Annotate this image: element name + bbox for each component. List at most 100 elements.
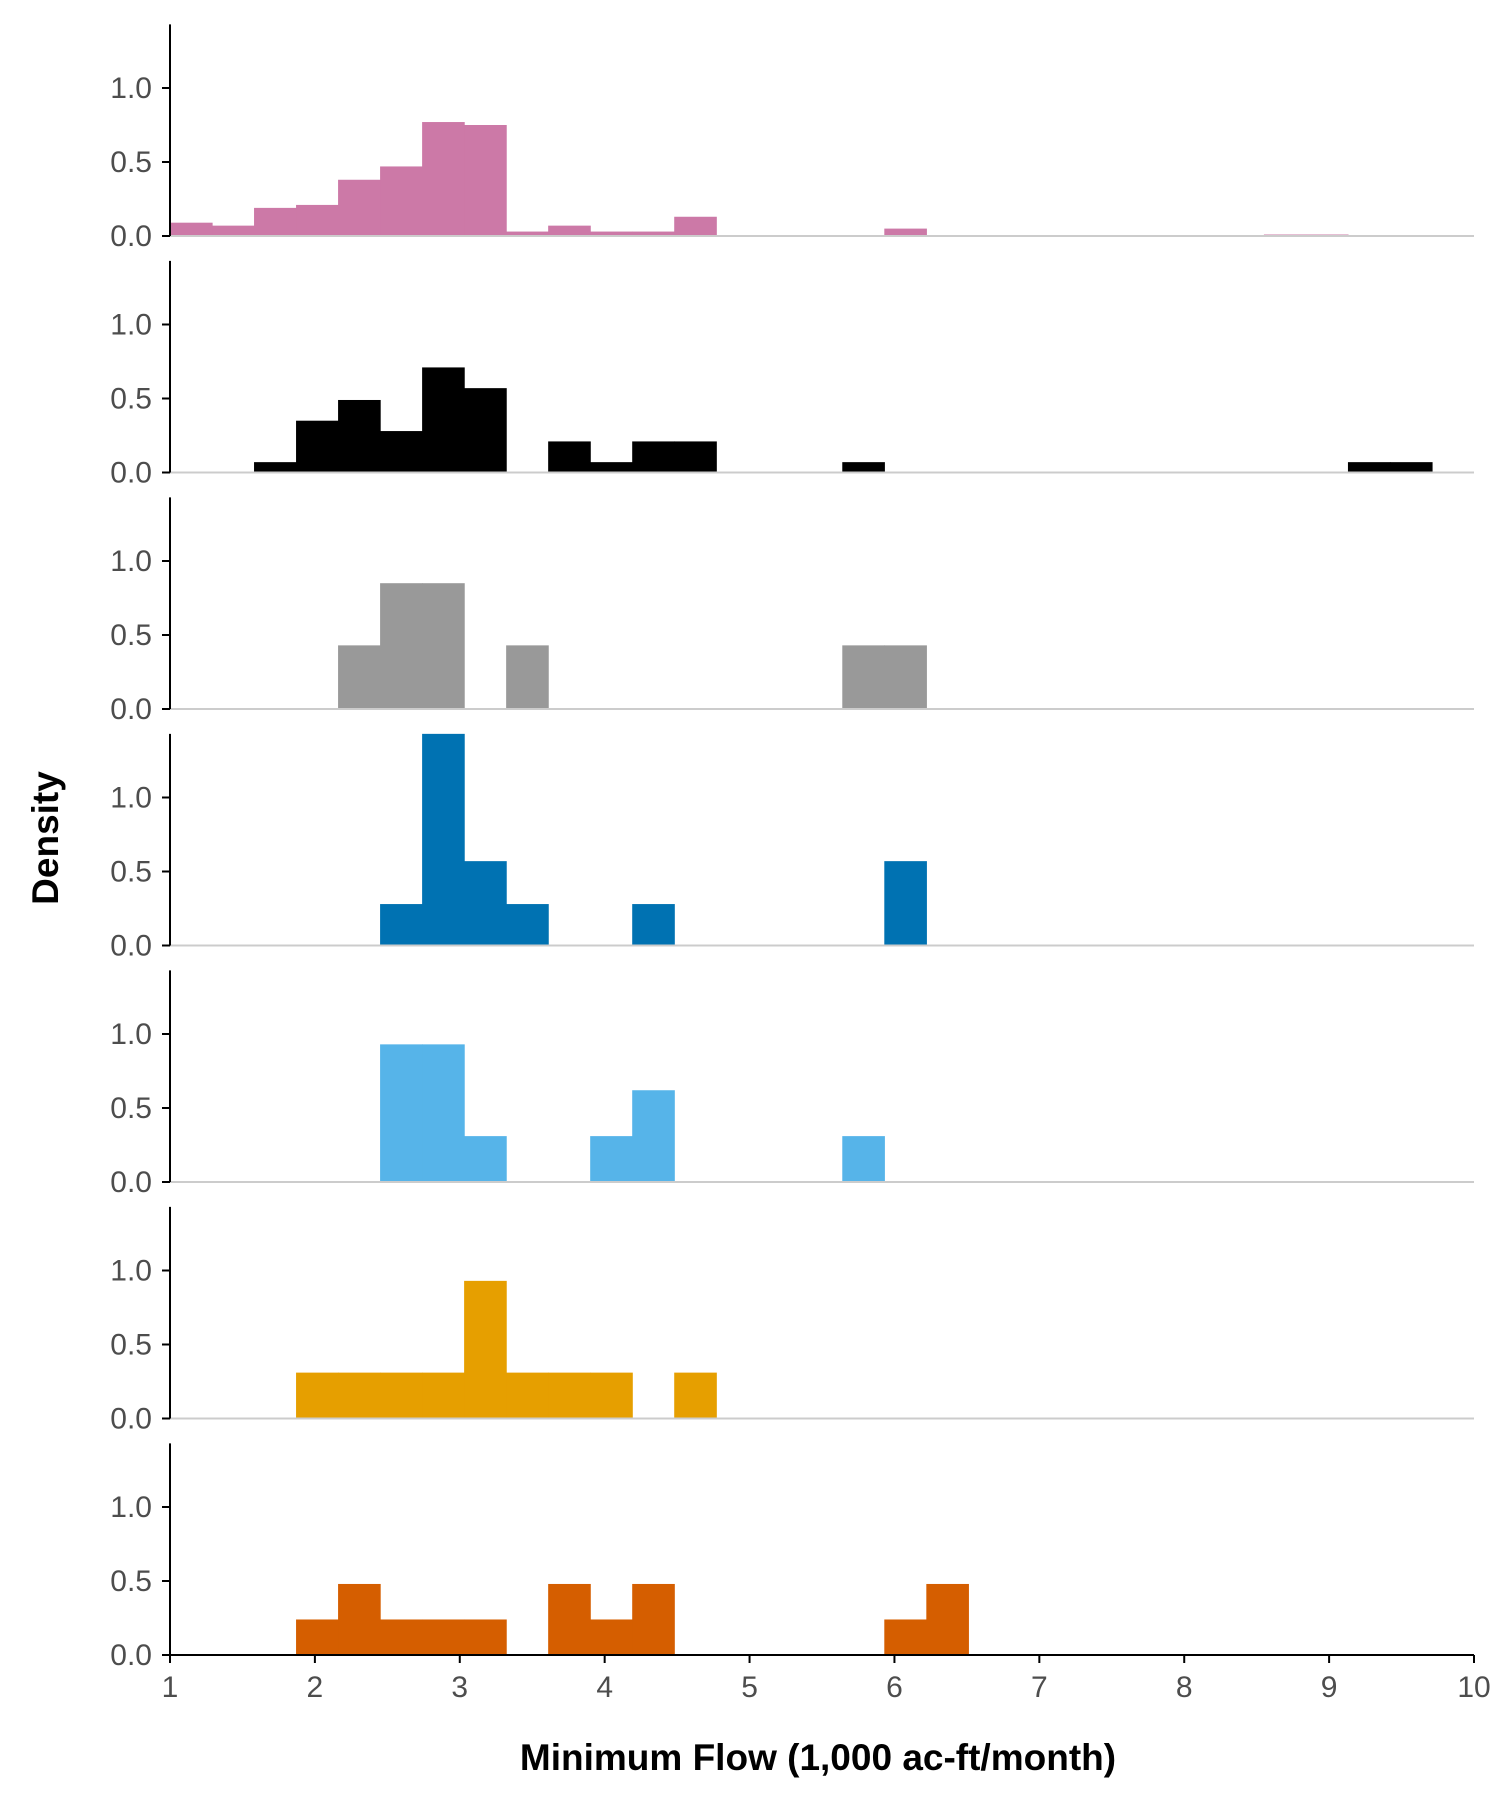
facet-panel-6: 0.0 0.5 1.0: [110, 1206, 1474, 1436]
histogram-bar: [590, 462, 633, 473]
histogram-bar: [254, 462, 297, 473]
histogram-bar: [422, 1044, 465, 1182]
histogram-bar: [842, 645, 885, 709]
histogram-bar: [590, 1136, 633, 1182]
y-tick-label: 0.5: [110, 383, 152, 416]
histogram-bar: [380, 166, 423, 236]
histogram-bar: [1347, 462, 1391, 473]
histogram-bar: [632, 904, 675, 946]
histogram-bar: [632, 231, 675, 236]
x-tick-label: 3: [451, 1671, 468, 1704]
histogram-bar: [296, 204, 339, 236]
y-tick-label: 1.0: [110, 1491, 152, 1524]
y-tick-label: 0.0: [110, 457, 152, 490]
histogram-bar: [170, 222, 213, 236]
histogram-bar: [464, 1136, 507, 1182]
x-tick-label: 2: [307, 1671, 324, 1704]
facet-panel-7: 0.0 0.5 1.0: [110, 1443, 1474, 1672]
y-tick-label: 0.0: [110, 1403, 152, 1436]
x-tick-label: 7: [1031, 1671, 1048, 1704]
histogram-bar: [1389, 462, 1433, 473]
histogram-bar: [884, 861, 927, 946]
histogram-bar: [884, 228, 927, 236]
y-tick-label: 0.0: [110, 220, 152, 253]
x-tick-label: 10: [1457, 1671, 1490, 1704]
histogram-bar: [380, 583, 423, 709]
x-axis: 1 2 3 4 5 6 7 8 9 10: [162, 1654, 1491, 1704]
histogram-bar: [674, 441, 717, 473]
histogram-bar: [464, 1280, 507, 1419]
histogram-bar: [464, 388, 507, 473]
histogram-bar: [842, 1136, 885, 1182]
histogram-bar: [674, 1372, 717, 1419]
histogram-bar: [296, 1619, 339, 1655]
histogram-bar: [422, 1619, 465, 1655]
histogram-bar: [422, 367, 465, 473]
histogram-bar: [422, 733, 465, 946]
facet-panel-3: 0.0 0.5 1.0: [110, 497, 1474, 726]
y-tick-label: 0.5: [110, 146, 152, 179]
histogram-bar: [506, 231, 549, 236]
histogram-bar: [422, 122, 465, 236]
histogram-bar: [548, 1583, 591, 1655]
histogram-bar: [464, 1619, 507, 1655]
histogram-bar: [338, 645, 381, 709]
histogram-bar: [380, 431, 423, 473]
histogram-bar: [422, 1372, 465, 1419]
histogram-bar: [548, 225, 591, 236]
histogram-bar: [842, 462, 885, 473]
histogram-bar: [548, 1372, 591, 1419]
y-tick-label: 0.0: [110, 930, 152, 963]
histogram-bar: [296, 420, 339, 473]
facet-panel-4: 0.0 0.5 1.0: [110, 733, 1474, 963]
facet-panel-1: 0.0 0.5 1.0: [110, 24, 1474, 253]
histogram-bar: [674, 216, 717, 236]
histogram-bar: [884, 1619, 927, 1655]
histogram-bar: [590, 231, 633, 236]
y-tick-label: 0.0: [110, 693, 152, 726]
y-tick-label: 0.5: [110, 1092, 152, 1125]
histogram-bar: [590, 1619, 633, 1655]
y-tick-label: 1.0: [110, 72, 152, 105]
histogram-bar: [380, 1619, 423, 1655]
y-tick-label: 0.5: [110, 1329, 152, 1362]
histogram-bar: [338, 179, 381, 236]
y-tick-label: 0.5: [110, 856, 152, 889]
y-tick-label: 1.0: [110, 1018, 152, 1051]
histogram-bar: [506, 904, 549, 946]
facet-panel-5: 0.0 0.5 1.0: [110, 970, 1474, 1199]
x-tick-label: 9: [1321, 1671, 1338, 1704]
histogram-bar: [338, 1372, 381, 1419]
histogram-bar: [464, 125, 507, 236]
histogram-bar: [506, 1372, 549, 1419]
histogram-bar: [590, 1372, 633, 1419]
histogram-bar: [548, 441, 591, 473]
y-tick-label: 0.0: [110, 1166, 152, 1199]
histogram-bar: [296, 1372, 339, 1419]
x-axis-title: Minimum Flow (1,000 ac-ft/month): [520, 1737, 1116, 1778]
histogram-bar: [338, 399, 381, 473]
histogram-bar: [506, 645, 549, 709]
x-tick-label: 8: [1176, 1671, 1193, 1704]
y-tick-label: 1.0: [110, 782, 152, 815]
x-tick-label: 6: [886, 1671, 903, 1704]
histogram-bar: [464, 861, 507, 946]
histogram-bar: [632, 1583, 675, 1655]
x-tick-label: 1: [162, 1671, 179, 1704]
histogram-bar: [632, 1090, 675, 1182]
y-tick-label: 0.5: [110, 1565, 152, 1598]
x-tick-label: 4: [596, 1671, 613, 1704]
histogram-bar: [884, 645, 927, 709]
y-tick-label: 1.0: [110, 1255, 152, 1288]
histogram-bar: [632, 441, 675, 473]
histogram-bar: [338, 1583, 381, 1655]
y-tick-label: 0.5: [110, 619, 152, 652]
histogram-bar: [380, 1372, 423, 1419]
histogram-bar: [254, 207, 297, 236]
histogram-bar: [380, 904, 423, 946]
x-tick-label: 5: [741, 1671, 758, 1704]
y-axis-title: Density: [25, 771, 66, 905]
histogram-bar: [926, 1583, 969, 1655]
